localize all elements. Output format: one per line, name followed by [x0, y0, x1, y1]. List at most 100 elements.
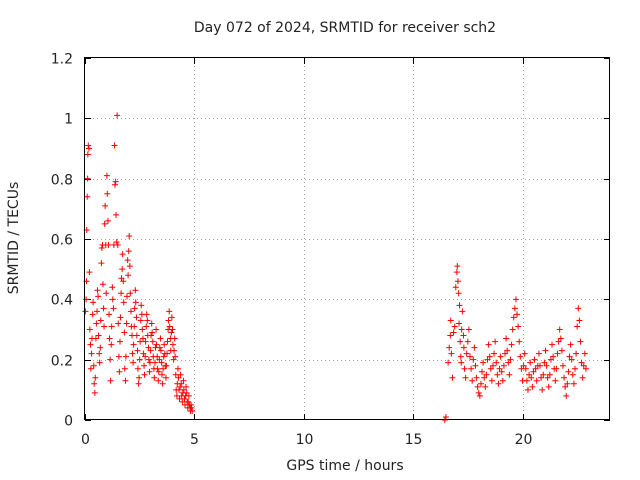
data-point-plus [558, 347, 565, 354]
data-point-plus [92, 335, 99, 342]
data-point-plus [540, 371, 547, 378]
data-point-plus [108, 323, 115, 330]
y-tick-label: 1.2 [51, 52, 73, 68]
y-tick-label: 0.6 [51, 233, 73, 249]
data-point-plus [176, 395, 183, 402]
data-point-plus [111, 142, 118, 149]
data-point-plus [120, 299, 127, 306]
data-point-plus [547, 356, 554, 363]
data-point-plus [523, 377, 530, 384]
data-point-plus [135, 380, 142, 387]
data-point-plus [503, 335, 510, 342]
data-point-plus [581, 350, 588, 357]
data-point-plus [155, 368, 162, 375]
data-point-plus [470, 356, 477, 363]
data-point-plus [101, 220, 108, 227]
data-point-plus [180, 377, 187, 384]
data-point-plus [93, 320, 100, 327]
data-point-plus [101, 323, 108, 330]
data-point-plus [476, 392, 483, 399]
data-point-plus [521, 350, 528, 357]
data-point-plus [87, 365, 94, 372]
data-point-plus [516, 338, 523, 345]
data-point-plus [447, 332, 454, 339]
data-point-plus [572, 365, 578, 372]
data-point-plus [105, 242, 112, 249]
data-point-plus [164, 350, 171, 357]
data-point-plus [133, 332, 140, 339]
data-point-plus [103, 172, 110, 179]
data-point-plus [541, 359, 548, 366]
data-point-plus [154, 353, 161, 360]
data-point-plus [102, 202, 109, 209]
data-point-plus [89, 311, 96, 318]
data-point-plus [142, 353, 149, 360]
data-point-plus [120, 278, 127, 285]
data-point-plus [456, 320, 463, 327]
data-point-plus [125, 248, 132, 255]
grid [85, 58, 610, 420]
data-point-plus [497, 353, 504, 360]
data-point-plus [121, 329, 128, 336]
data-point-plus [552, 377, 559, 384]
data-point-plus [508, 341, 515, 348]
data-point-plus [118, 275, 125, 282]
data-point-plus [153, 326, 160, 333]
data-point-plus [450, 329, 457, 336]
data-point-plus [530, 368, 537, 375]
data-point-plus [146, 368, 153, 375]
data-point-plus [570, 380, 577, 387]
data-point-plus [132, 299, 139, 306]
data-point-plus [90, 299, 97, 306]
data-point-plus [104, 190, 111, 197]
data-point-plus [553, 365, 560, 372]
data-point-plus [491, 350, 498, 357]
y-tick-label: 0 [64, 414, 73, 430]
data-point-plus [504, 347, 511, 354]
data-point-plus [145, 344, 152, 351]
chart-title: Day 072 of 2024, SRMTID for receiver sch… [194, 20, 496, 36]
data-point-plus [159, 371, 165, 378]
data-point-plus [91, 389, 98, 396]
data-point-plus [452, 284, 459, 291]
data-point-plus [141, 371, 148, 378]
data-point-plus [564, 380, 571, 387]
data-point-plus [457, 338, 464, 345]
data-points [82, 112, 589, 423]
data-point-plus [515, 323, 522, 330]
data-point-plus [465, 326, 472, 333]
data-point-plus [454, 263, 461, 270]
data-point-plus [122, 377, 129, 384]
data-point-plus [479, 368, 486, 375]
data-point-plus [505, 359, 512, 366]
data-point-plus [492, 338, 499, 345]
data-point-plus [178, 380, 185, 387]
data-point-plus [181, 395, 188, 402]
data-point-plus [457, 353, 464, 360]
data-point-plus [137, 317, 144, 324]
data-point-plus [549, 341, 556, 348]
data-point-plus [511, 305, 518, 312]
data-point-plus [87, 341, 94, 348]
data-point-plus [112, 178, 119, 185]
data-point-plus [131, 323, 138, 330]
data-point-plus [142, 338, 149, 345]
data-point-plus [98, 260, 105, 267]
data-point-plus [557, 335, 564, 342]
data-point-plus [131, 305, 138, 312]
data-point-plus [484, 356, 491, 363]
data-point-plus [162, 374, 169, 381]
data-point-plus [169, 341, 176, 348]
data-point-plus [495, 380, 502, 387]
data-point-plus [474, 383, 481, 390]
data-point-plus [544, 374, 551, 381]
data-point-plus [520, 362, 527, 369]
x-tick-label: 20 [515, 432, 533, 448]
data-point-plus [454, 278, 461, 285]
data-point-plus [510, 314, 517, 321]
y-tick-label: 0.8 [51, 173, 73, 189]
data-point-plus [189, 407, 196, 414]
x-axis-label: GPS time / hours [286, 458, 403, 474]
data-point-plus [95, 332, 102, 339]
data-point-plus [526, 371, 533, 378]
